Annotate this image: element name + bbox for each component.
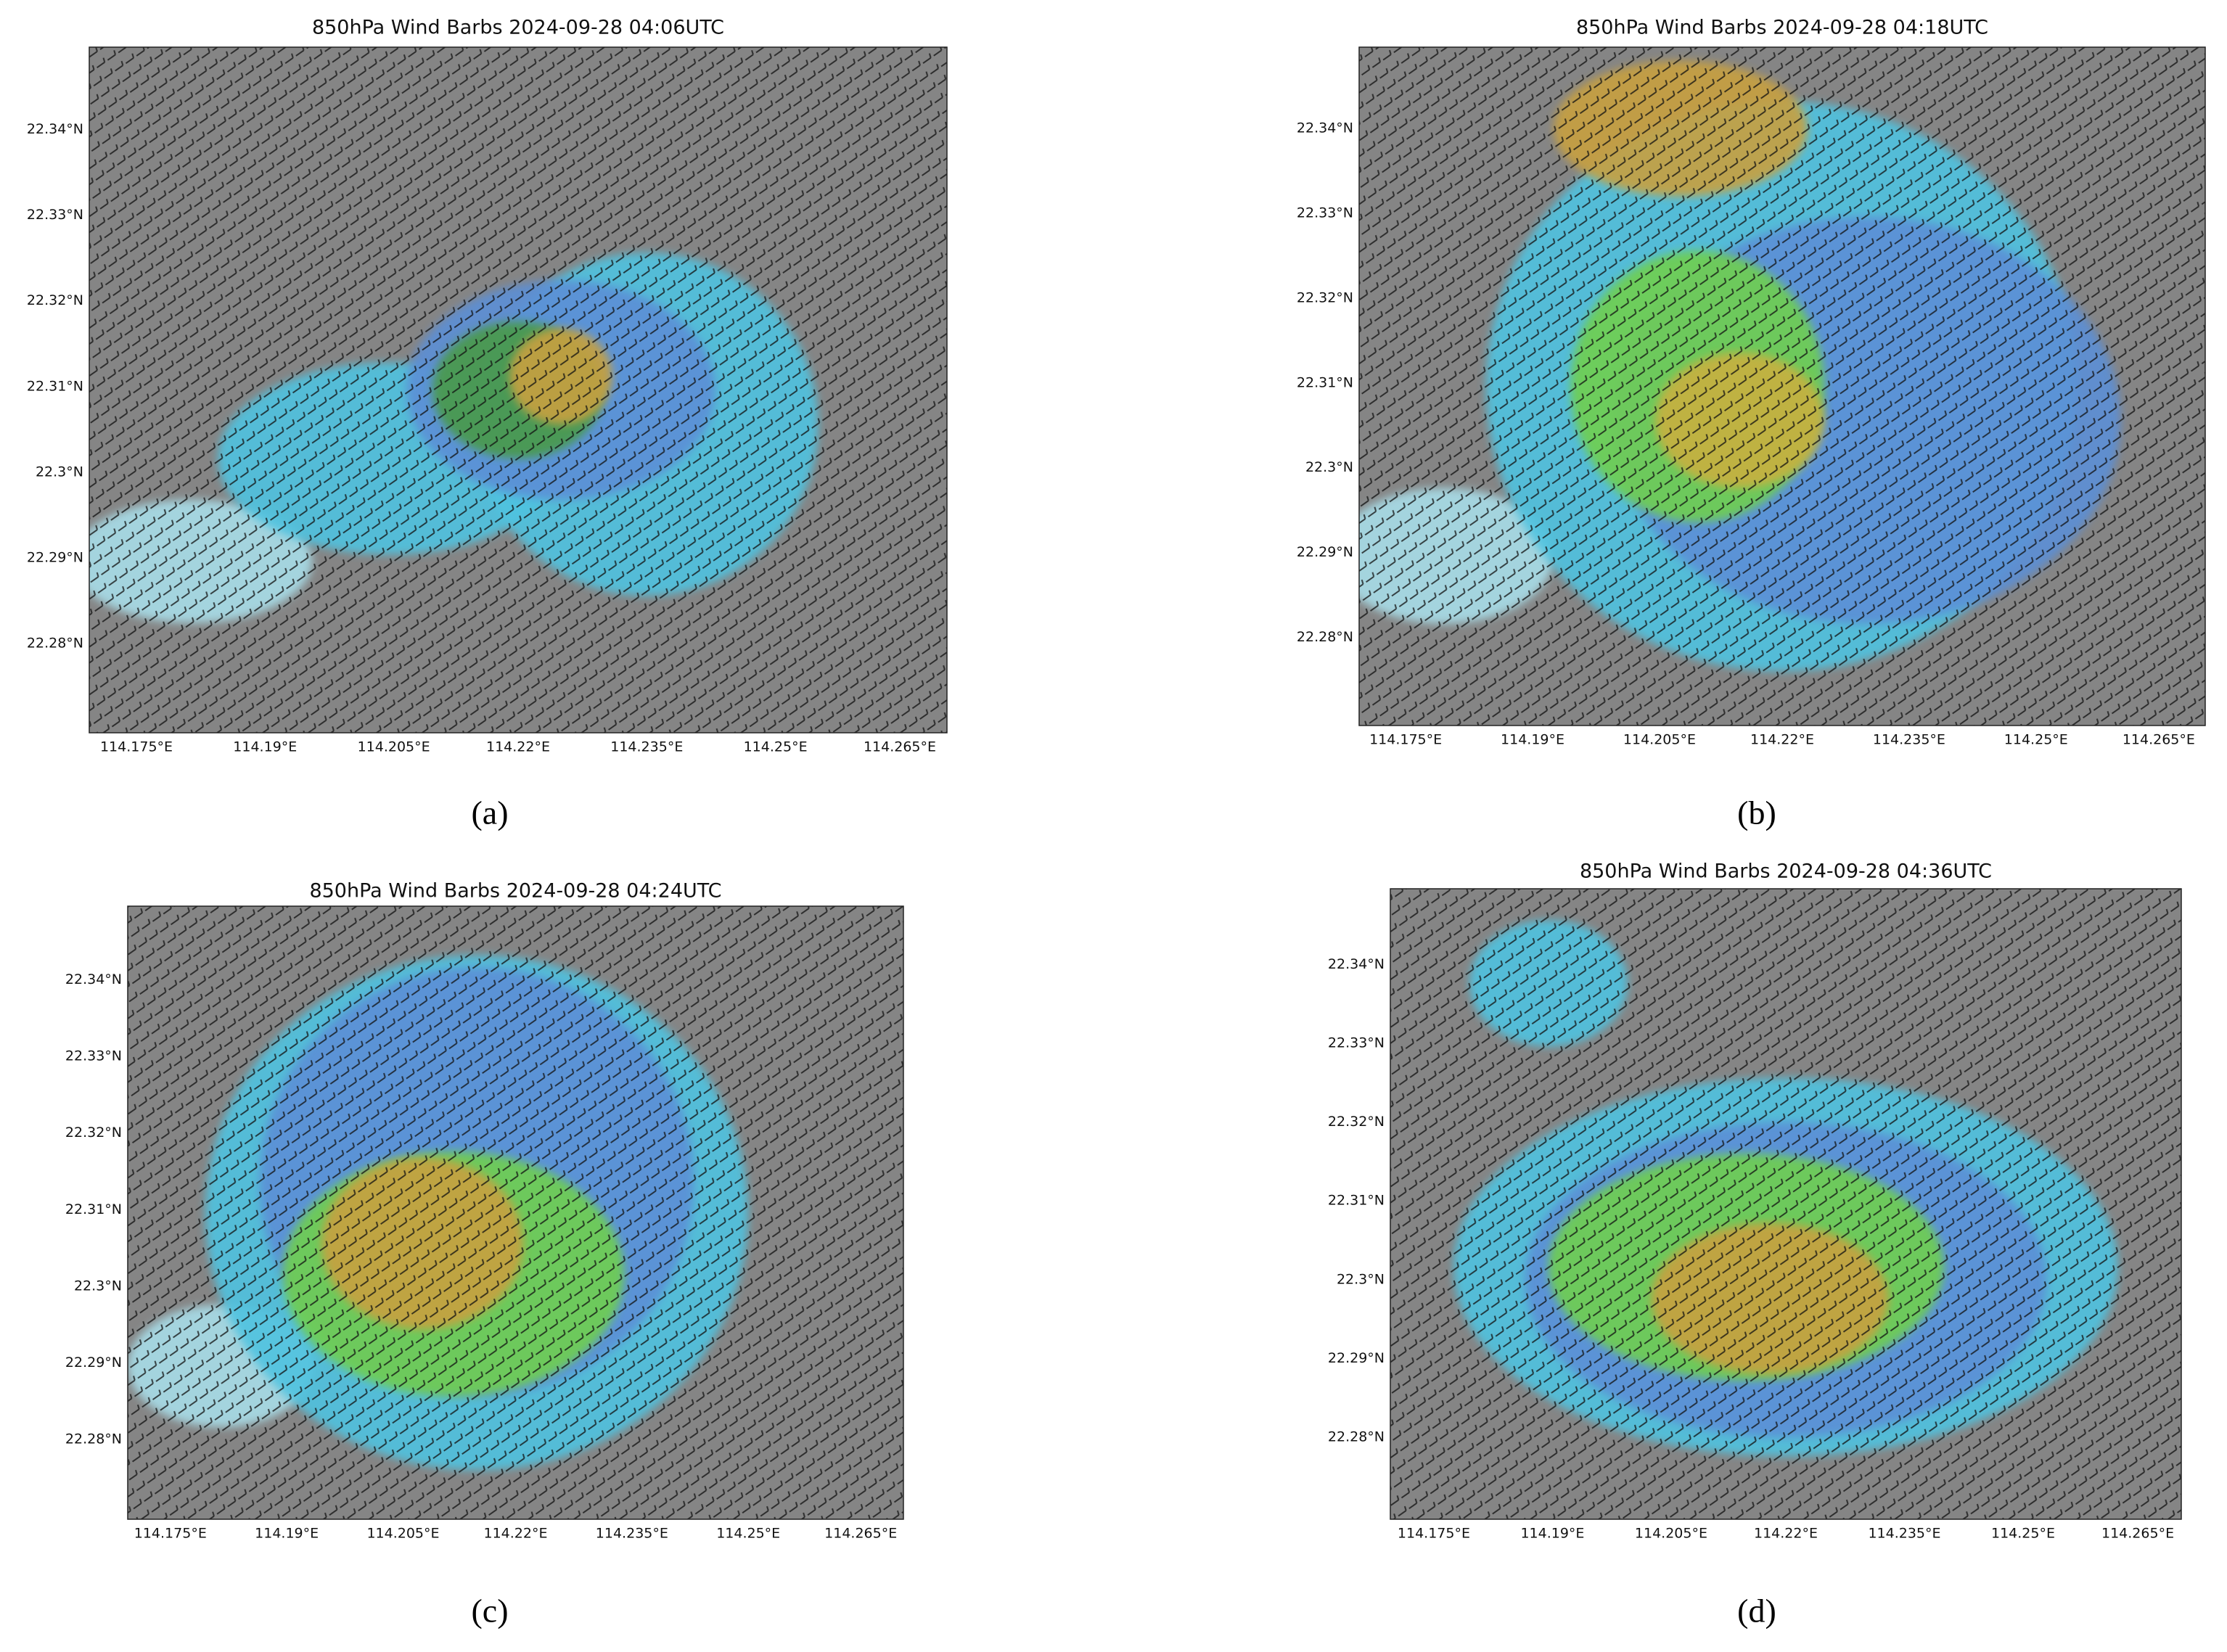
map-frame <box>89 46 948 733</box>
y-tick-label: 22.29°N <box>1328 1350 1385 1366</box>
y-tick-label: 22.33°N <box>65 1048 122 1064</box>
x-tick-label: 114.205°E <box>1623 732 1696 748</box>
map-area <box>89 47 947 733</box>
x-tick-label: 114.22°E <box>484 1526 548 1542</box>
x-tick-label: 114.19°E <box>255 1526 319 1542</box>
x-tick-label: 114.22°E <box>1754 1526 1818 1542</box>
panel-title: 850hPa Wind Barbs 2024-09-28 04:24UTC <box>309 880 721 903</box>
map-frame <box>1390 888 2182 1520</box>
panel-caption: (c) <box>471 1593 508 1630</box>
map-panel: 850hPa Wind Barbs 2024-09-28 04:18UTC 114… <box>1297 17 2206 831</box>
map-area <box>128 906 903 1519</box>
x-tick-label: 114.235°E <box>610 739 683 755</box>
x-tick-label: 114.25°E <box>1991 1526 2055 1542</box>
panel-title: 850hPa Wind Barbs 2024-09-28 04:06UTC <box>312 17 724 39</box>
map-frame <box>1358 46 2206 726</box>
x-tick-label: 114.19°E <box>1501 732 1564 748</box>
x-tick-label: 114.265°E <box>2101 1526 2174 1542</box>
y-tick-label: 22.31°N <box>1328 1193 1385 1209</box>
x-tick-label: 114.265°E <box>864 739 936 755</box>
panel-title: 850hPa Wind Barbs 2024-09-28 04:36UTC <box>1580 860 1992 883</box>
map-panel: 850hPa Wind Barbs 2024-09-28 04:36UTC 114… <box>1328 860 2182 1630</box>
y-tick-label: 22.32°N <box>65 1125 122 1141</box>
map-panel: 850hPa Wind Barbs 2024-09-28 04:06UTC 114… <box>27 17 948 831</box>
y-tick-label: 22.28°N <box>1328 1429 1385 1445</box>
y-tick-label: 22.32°N <box>27 292 83 308</box>
x-tick-label: 114.205°E <box>358 739 430 755</box>
y-tick-label: 22.29°N <box>27 550 83 566</box>
panel-caption: (d) <box>1737 1593 1776 1630</box>
y-tick-label: 22.31°N <box>27 378 83 394</box>
x-tick-label: 114.235°E <box>596 1526 668 1542</box>
map-panel: 850hPa Wind Barbs 2024-09-28 04:24UTC 114… <box>65 880 904 1630</box>
y-tick-label: 22.3°N <box>1305 459 1353 475</box>
y-tick-label: 22.34°N <box>1297 120 1353 136</box>
y-tick-label: 22.3°N <box>1337 1271 1385 1287</box>
y-tick-label: 22.32°N <box>1297 289 1353 305</box>
y-tick-label: 22.29°N <box>1297 544 1353 560</box>
x-tick-label: 114.175°E <box>1398 1526 1470 1542</box>
wind-barbs <box>89 47 947 733</box>
y-tick-label: 22.31°N <box>1297 374 1353 390</box>
x-tick-label: 114.265°E <box>2123 732 2195 748</box>
wind-barbs <box>128 906 903 1519</box>
wind-barbs <box>1390 889 2181 1519</box>
y-tick-label: 22.34°N <box>65 971 122 987</box>
map-area <box>1390 889 2181 1519</box>
panel-title: 850hPa Wind Barbs 2024-09-28 04:18UTC <box>1576 17 1988 39</box>
x-tick-label: 114.205°E <box>1635 1526 1707 1542</box>
y-tick-label: 22.34°N <box>27 121 83 137</box>
y-tick-label: 22.31°N <box>65 1201 122 1217</box>
x-tick-label: 114.25°E <box>2004 732 2068 748</box>
x-tick-label: 114.25°E <box>744 739 808 755</box>
y-tick-label: 22.28°N <box>27 636 83 652</box>
y-tick-label: 22.28°N <box>1297 629 1353 645</box>
y-tick-label: 22.29°N <box>65 1355 122 1370</box>
y-tick-label: 22.3°N <box>36 464 83 480</box>
x-tick-label: 114.22°E <box>1750 732 1814 748</box>
x-tick-label: 114.175°E <box>134 1526 207 1542</box>
x-tick-label: 114.175°E <box>1369 732 1442 748</box>
y-tick-label: 22.3°N <box>74 1278 122 1294</box>
map-frame <box>127 905 904 1520</box>
y-tick-label: 22.33°N <box>1328 1035 1385 1051</box>
x-tick-label: 114.205°E <box>366 1526 439 1542</box>
x-tick-label: 114.25°E <box>716 1526 780 1542</box>
x-tick-label: 114.19°E <box>233 739 297 755</box>
x-tick-label: 114.175°E <box>100 739 173 755</box>
x-tick-label: 114.19°E <box>1520 1526 1584 1542</box>
y-tick-label: 22.32°N <box>1328 1114 1385 1130</box>
x-tick-label: 114.22°E <box>486 739 550 755</box>
panel-caption: (b) <box>1737 794 1776 831</box>
x-tick-label: 114.235°E <box>1868 1526 1940 1542</box>
x-tick-label: 114.265°E <box>824 1526 897 1542</box>
panel-caption: (a) <box>471 794 508 831</box>
y-tick-label: 22.28°N <box>65 1431 122 1447</box>
x-tick-label: 114.235°E <box>1873 732 1945 748</box>
wind-barbs <box>1359 47 2205 726</box>
y-tick-label: 22.33°N <box>1297 205 1353 221</box>
y-tick-label: 22.34°N <box>1328 956 1385 972</box>
map-area <box>1359 47 2205 726</box>
y-tick-label: 22.33°N <box>27 207 83 223</box>
